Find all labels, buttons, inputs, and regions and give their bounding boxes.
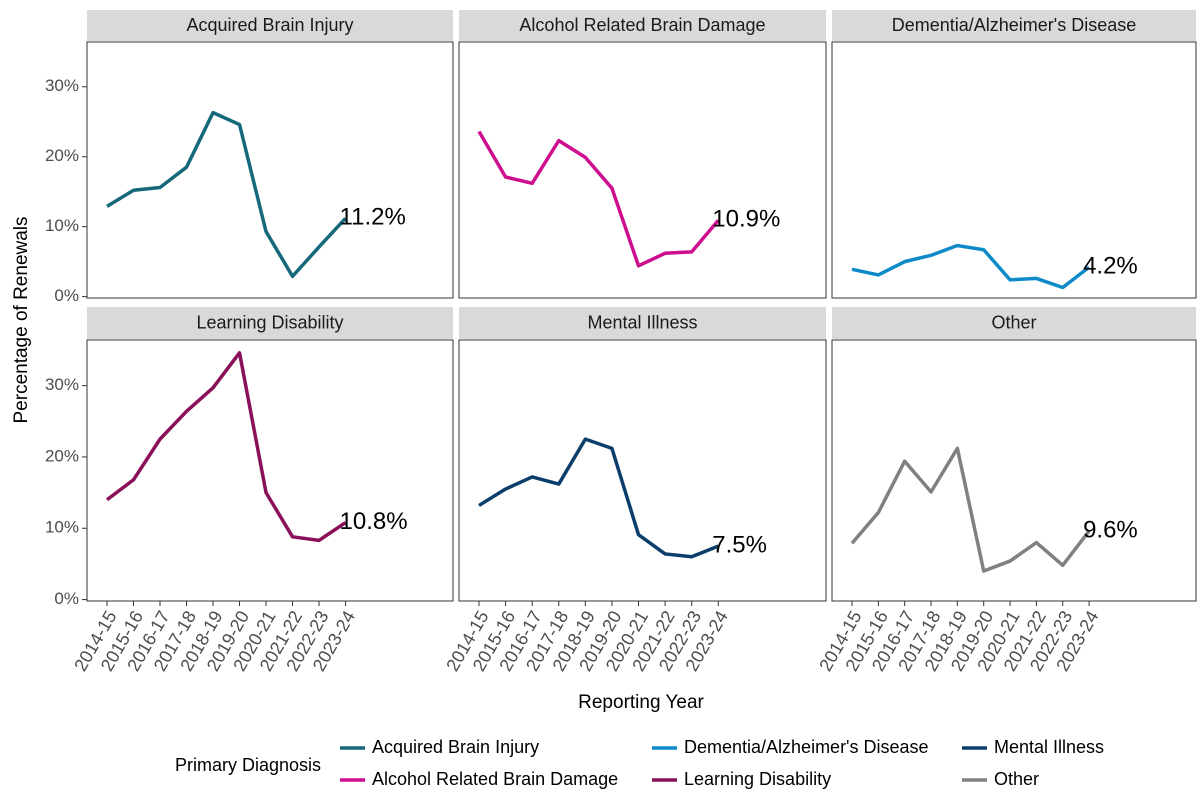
y-tick-label: 0%: [54, 286, 79, 305]
value-label: 9.6%: [1083, 516, 1138, 543]
data-line: [478, 437, 719, 559]
panel-title: Learning Disability: [196, 312, 343, 332]
y-tick-label: 20%: [45, 146, 79, 165]
data-line: [477, 130, 720, 268]
value-label: 10.9%: [712, 206, 780, 233]
legend-label: Dementia/Alzheimer's Disease: [684, 737, 929, 757]
y-tick-label: 20%: [45, 446, 79, 465]
panel: [831, 339, 1197, 602]
legend-label: Alcohol Related Brain Damage: [372, 769, 618, 789]
y-tick-label: 10%: [45, 518, 79, 537]
data-line: [850, 446, 1091, 573]
panel: [86, 41, 454, 299]
value-label: 11.2%: [340, 204, 406, 231]
strip: [459, 10, 826, 41]
panel-title: Alcohol Related Brain Damage: [519, 15, 765, 35]
data-line: [106, 110, 347, 279]
panel: [458, 339, 827, 602]
legend-label: Other: [994, 769, 1039, 789]
data-line: [105, 351, 347, 543]
data-line: [851, 243, 1091, 290]
y-axis-title: Percentage of Renewals: [11, 216, 32, 423]
value-label: 7.5%: [712, 531, 767, 558]
panel-title: Other: [991, 312, 1036, 332]
legend-label: Learning Disability: [684, 769, 831, 789]
strip: [459, 307, 826, 339]
value-label: 4.2%: [1083, 253, 1138, 280]
panel: [831, 41, 1197, 299]
panel: [458, 41, 827, 299]
x-axis-title: Reporting Year: [578, 692, 704, 713]
strip: [87, 10, 453, 41]
strip: [832, 307, 1196, 339]
panel-title: Dementia/Alzheimer's Disease: [892, 15, 1137, 35]
panel: [86, 339, 454, 602]
panel-title: Mental Illness: [587, 312, 697, 332]
legend-title: Primary Diagnosis: [175, 755, 321, 775]
value-label: 10.8%: [340, 508, 408, 535]
y-tick-label: 0%: [54, 589, 79, 608]
y-tick-label: 30%: [45, 76, 79, 95]
strip: [832, 10, 1196, 41]
legend-label: Acquired Brain Injury: [372, 737, 539, 757]
panel-title: Acquired Brain Injury: [186, 15, 353, 35]
y-tick-label: 30%: [45, 375, 79, 394]
strip: [87, 307, 453, 339]
y-tick-label: 10%: [45, 216, 79, 235]
legend-label: Mental Illness: [994, 737, 1104, 757]
